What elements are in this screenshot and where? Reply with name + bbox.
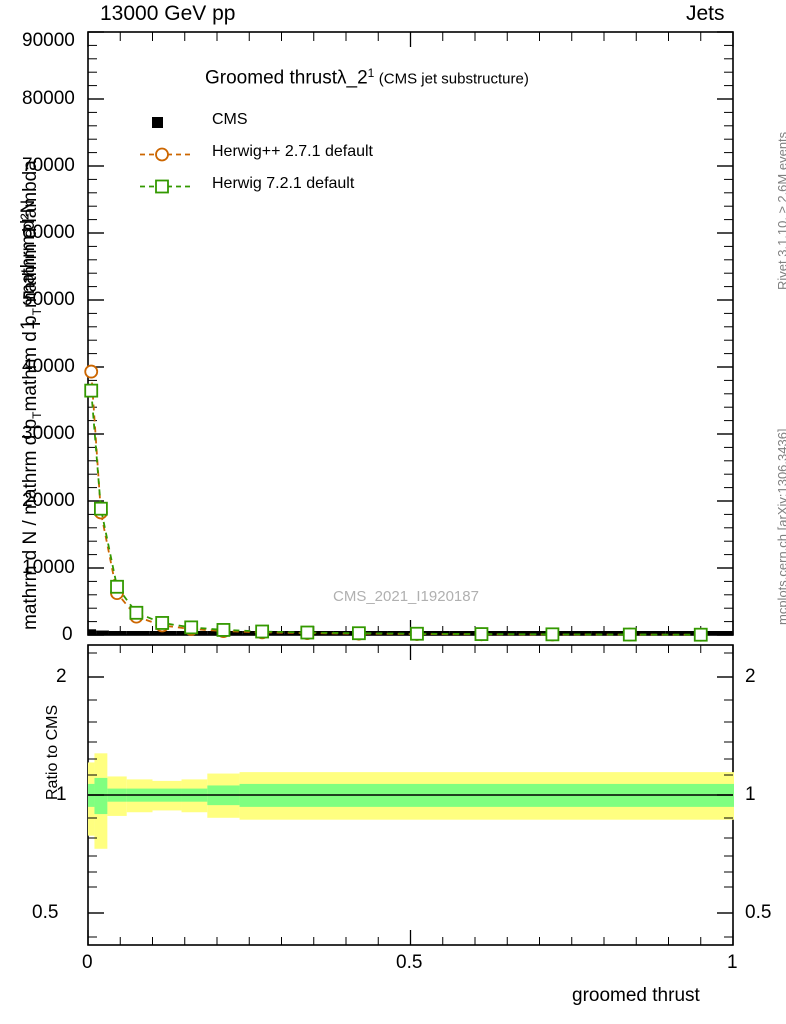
cms-bar — [108, 631, 127, 635]
main-ytick-30000: 30000 — [22, 423, 75, 444]
ratio-ytick-1-right: 1 — [745, 784, 756, 805]
ratio-y-minor-ticks — [88, 652, 733, 938]
series-marker — [693, 627, 708, 642]
title-text: Groomed thrust — [205, 67, 337, 89]
series-marker — [255, 624, 270, 639]
series-marker — [84, 364, 99, 379]
main-x-minor-ticks — [119, 32, 702, 635]
sidebar-mcplots-ref: mcplots.cern.ch [arXiv:1306.3436] — [775, 428, 786, 625]
series-marker — [545, 627, 560, 642]
legend-marker-open-square — [140, 179, 190, 194]
series-marker — [410, 626, 424, 641]
ratio-uncertainty-bands — [88, 753, 734, 849]
series-marker — [94, 501, 108, 516]
main-ylabel-numerator: 1 — [18, 319, 39, 330]
cms-bar — [88, 629, 97, 635]
series-line — [90, 371, 701, 636]
page-title: Groomed thrustλ_21 (CMS jet substructure… — [205, 66, 529, 89]
ratio-band-segment — [94, 777, 108, 815]
ratio-x-ticks — [87, 645, 734, 945]
ratio-y-major-ticks — [88, 676, 733, 914]
main-ytick-20000: 20000 — [22, 490, 75, 511]
title-parenthetical: (CMS jet substructure) — [378, 70, 529, 88]
analysis-watermark: CMS_2021_I1920187 — [333, 588, 479, 605]
header-collision-energy: 13000 GeV pp — [100, 2, 236, 25]
main-ytick-80000: 80000 — [22, 88, 75, 109]
legend-marker-open-circle — [140, 147, 190, 162]
main-ytick-90000: 90000 — [22, 30, 75, 51]
legend-label-cms: CMS — [212, 111, 248, 128]
ratio-x-minor-ticks — [119, 645, 702, 945]
ratio-ylabel: Ratio to CMS — [44, 704, 61, 800]
cms-bar — [149, 631, 177, 635]
ratio-ytick-2-left: 2 — [56, 666, 67, 687]
xtick-1: 1 — [727, 952, 738, 973]
title-symbol: λ_2 — [337, 67, 368, 89]
series-marker — [129, 605, 144, 620]
ratio-ytick-05-right: 0.5 — [745, 902, 772, 923]
sidebar-rivet-version: Rivet 3.1.10, ≥ 2.6M events — [775, 131, 786, 290]
ratio-ytick-05-left: 0.5 — [32, 902, 59, 923]
x-axis-label: groomed thrust — [572, 985, 700, 1006]
main-ytick-70000: 70000 — [22, 155, 75, 176]
series-marker — [84, 383, 99, 398]
main-ytick-10000: 10000 — [22, 557, 75, 578]
cms-bar — [126, 631, 150, 635]
series-marker — [216, 623, 231, 637]
legend-label-herwigpp: Herwig++ 2.7.1 default — [212, 143, 373, 160]
xtick-05: 0.5 — [396, 952, 423, 973]
main-ytick-50000: 50000 — [22, 289, 75, 310]
ratio-band-segment — [733, 783, 734, 807]
series-marker — [300, 625, 315, 640]
series-marker — [351, 626, 366, 641]
series-marker — [622, 627, 637, 642]
series-marker — [474, 627, 489, 641]
main-x-ticks — [87, 32, 734, 635]
legend-label-herwig7: Herwig 7.2.1 default — [212, 175, 355, 192]
series-marker — [155, 616, 170, 630]
main-ytick-60000: 60000 — [22, 222, 75, 243]
main-ytick-0: 0 — [62, 624, 73, 645]
legend-marker-filled-square — [152, 117, 163, 128]
series-marker — [110, 579, 124, 594]
title-superscript: 1 — [367, 66, 375, 80]
main-data-series — [84, 364, 733, 642]
ratio-ytick-1-left: 1 — [56, 784, 67, 805]
header-category: Jets — [686, 2, 725, 25]
series-marker — [184, 620, 199, 635]
main-ylabel-outer: mathrm d²N — [18, 199, 39, 300]
cms-bar — [96, 630, 109, 635]
main-ytick-40000: 40000 — [22, 356, 75, 377]
xtick-0: 0 — [82, 952, 93, 973]
ratio-ytick-2-right: 2 — [745, 666, 756, 687]
